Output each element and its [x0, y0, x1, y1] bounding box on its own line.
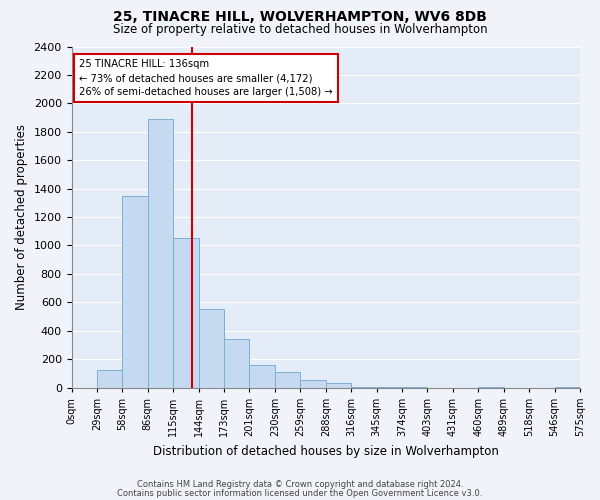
Bar — [478, 387, 504, 388]
Bar — [199, 310, 224, 388]
Text: 25, TINACRE HILL, WOLVERHAMPTON, WV6 8DB: 25, TINACRE HILL, WOLVERHAMPTON, WV6 8DB — [113, 10, 487, 24]
X-axis label: Distribution of detached houses by size in Wolverhampton: Distribution of detached houses by size … — [153, 444, 499, 458]
Bar — [97, 370, 122, 388]
Bar — [326, 384, 351, 388]
Bar — [173, 238, 199, 388]
Bar — [402, 387, 427, 388]
Bar — [351, 387, 377, 388]
Text: Size of property relative to detached houses in Wolverhampton: Size of property relative to detached ho… — [113, 22, 487, 36]
Bar — [122, 196, 148, 388]
Y-axis label: Number of detached properties: Number of detached properties — [15, 124, 28, 310]
Text: Contains public sector information licensed under the Open Government Licence v3: Contains public sector information licen… — [118, 489, 482, 498]
Bar — [148, 119, 173, 388]
Bar — [554, 387, 580, 388]
Text: Contains HM Land Registry data © Crown copyright and database right 2024.: Contains HM Land Registry data © Crown c… — [137, 480, 463, 489]
Bar — [275, 372, 301, 388]
Bar — [250, 365, 275, 388]
Bar — [377, 387, 402, 388]
Text: 25 TINACRE HILL: 136sqm
← 73% of detached houses are smaller (4,172)
26% of semi: 25 TINACRE HILL: 136sqm ← 73% of detache… — [79, 60, 333, 98]
Bar — [224, 340, 250, 388]
Bar — [301, 380, 326, 388]
